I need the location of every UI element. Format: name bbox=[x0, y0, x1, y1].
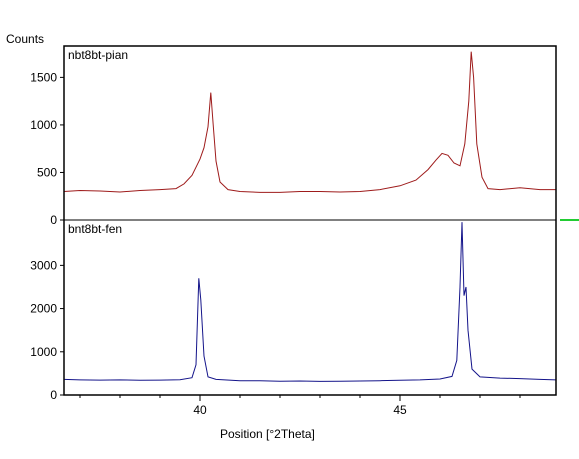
series-label-1: nbt8bt-pian bbox=[68, 48, 128, 62]
y-tick-label: 0 bbox=[50, 388, 57, 402]
y-tick-label: 1000 bbox=[30, 345, 57, 359]
plot-area: nbt8bt-pian 0 500 1000 1500 bnt8bt-fen 0 1000 20… bbox=[30, 45, 579, 417]
y-axis-label: Counts bbox=[6, 32, 44, 46]
y-tick-label: 2000 bbox=[30, 302, 57, 316]
x-tick-label: 45 bbox=[393, 403, 407, 417]
series-line-2 bbox=[63, 222, 557, 382]
series-line-1 bbox=[63, 51, 556, 193]
x-tick-label: 40 bbox=[193, 403, 207, 417]
y-tick-label: 0 bbox=[50, 213, 57, 227]
y-tick-label: 1000 bbox=[30, 118, 57, 132]
series-label-2: bnt8bt-fen bbox=[68, 222, 122, 236]
y-tick-label: 500 bbox=[37, 165, 57, 179]
y-tick-label: 1500 bbox=[30, 70, 57, 84]
y-tick-label: 3000 bbox=[30, 258, 57, 272]
x-axis-label: Position [°2Theta] bbox=[220, 427, 315, 441]
